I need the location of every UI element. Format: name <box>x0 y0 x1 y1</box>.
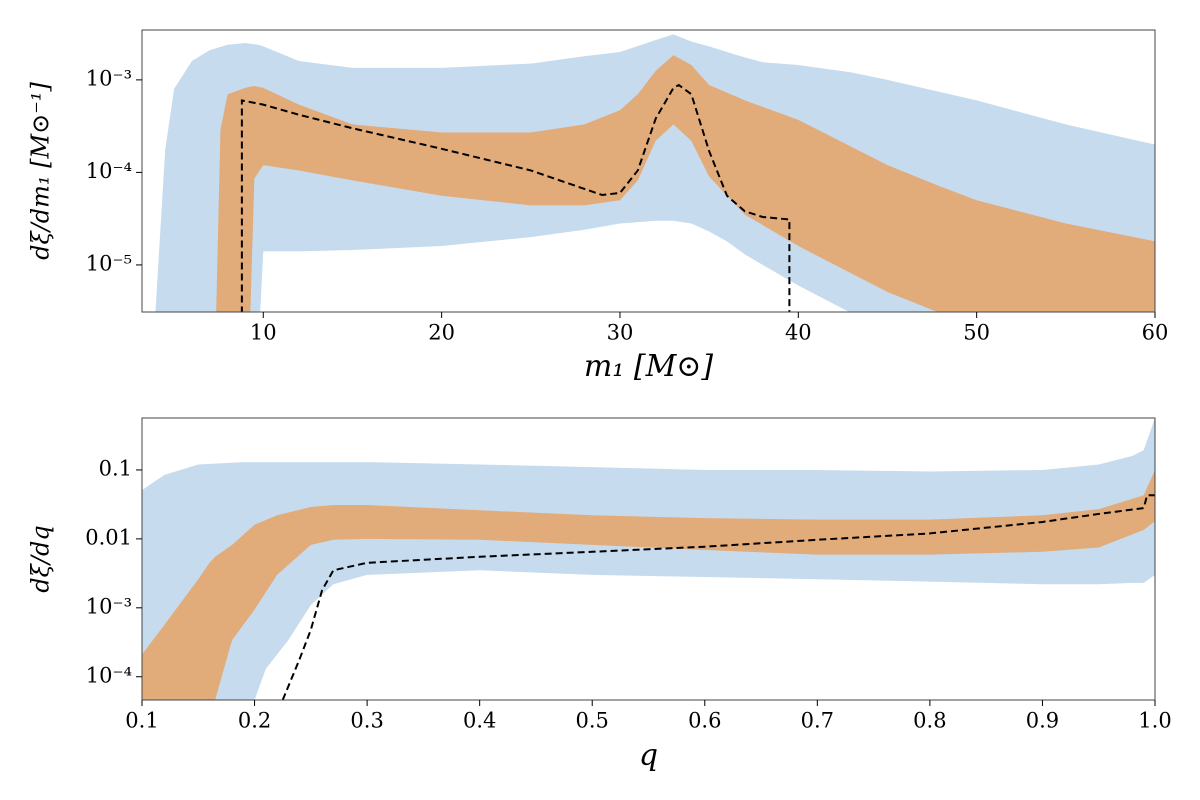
axes-frame <box>141 417 1156 701</box>
x-tick-label: 1.0 <box>1138 709 1171 733</box>
x-tick-label: 30 <box>607 321 634 345</box>
x-axis-label: m₁ [M⊙] <box>584 349 714 384</box>
x-tick-label: 50 <box>963 321 990 345</box>
x-tick-label: 0.6 <box>688 709 721 733</box>
x-tick-label: 20 <box>428 321 455 345</box>
x-tick-label: 0.2 <box>238 709 271 733</box>
line <box>240 83 791 312</box>
x-tick-label: 60 <box>1142 321 1169 345</box>
x-tick-label: 0.5 <box>576 709 609 733</box>
y-tick-label: 0.1 <box>99 456 132 480</box>
x-tick-label: 10 <box>250 321 277 345</box>
axes-frame <box>141 29 1156 313</box>
x-axis-label: q <box>639 738 658 773</box>
band <box>216 55 1155 312</box>
y-tick-label: 10⁻³ <box>86 66 132 90</box>
plot-area <box>155 34 1155 312</box>
x-tick-label: 0.3 <box>350 709 383 733</box>
y-tick-label: 10⁻⁴ <box>86 159 132 183</box>
plot-area <box>142 418 1155 700</box>
y-tick-label: 0.01 <box>85 525 132 549</box>
band <box>142 418 1155 700</box>
y-axis-label: dξ/dm₁ [M⊙⁻¹] <box>27 82 55 260</box>
y-tick-label: 10⁻⁴ <box>86 663 132 687</box>
y-tick-label: 10⁻³ <box>86 594 132 618</box>
x-tick-label: 0.4 <box>463 709 496 733</box>
x-tick-label: 0.9 <box>1026 709 1059 733</box>
line <box>281 494 1155 700</box>
y-tick-label: 10⁻⁵ <box>86 251 132 275</box>
x-tick-label: 0.1 <box>125 709 158 733</box>
x-tick-label: 40 <box>785 321 812 345</box>
x-tick-label: 0.8 <box>913 709 946 733</box>
y-axis-label: dξ/dq <box>27 525 55 592</box>
band <box>142 469 1155 700</box>
x-tick-label: 0.7 <box>801 709 834 733</box>
